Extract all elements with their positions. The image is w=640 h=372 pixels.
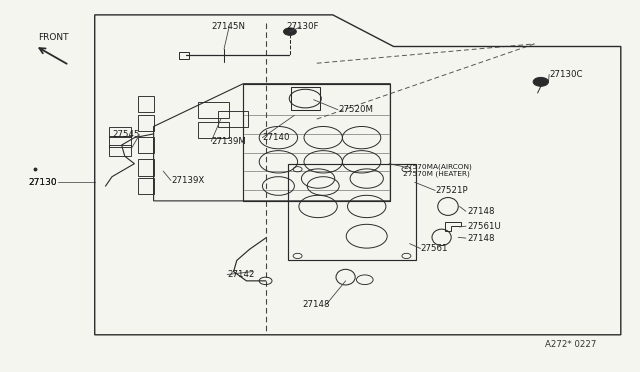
Text: FRONT: FRONT bbox=[38, 33, 69, 42]
Circle shape bbox=[284, 28, 296, 35]
Text: 27521P: 27521P bbox=[435, 186, 468, 195]
Text: 27148: 27148 bbox=[303, 300, 330, 309]
Text: 27148: 27148 bbox=[467, 234, 495, 243]
Text: 27148: 27148 bbox=[467, 207, 495, 216]
Text: 27561: 27561 bbox=[420, 244, 448, 253]
Text: 27520M: 27520M bbox=[338, 105, 373, 114]
Text: 27130: 27130 bbox=[29, 178, 58, 187]
Text: 27139M: 27139M bbox=[211, 137, 246, 146]
Text: 27130F: 27130F bbox=[287, 22, 319, 31]
Text: 27130C: 27130C bbox=[549, 70, 582, 79]
Text: 27142: 27142 bbox=[227, 270, 255, 279]
Text: 27570MA(AIRCON): 27570MA(AIRCON) bbox=[403, 163, 472, 170]
Text: A272* 0227: A272* 0227 bbox=[545, 340, 596, 349]
Text: 27139X: 27139X bbox=[171, 176, 204, 185]
Text: 27570M (HEATER): 27570M (HEATER) bbox=[403, 170, 470, 177]
Text: 27145N: 27145N bbox=[211, 22, 245, 31]
Text: 27130: 27130 bbox=[29, 178, 58, 187]
Text: 27561U: 27561U bbox=[467, 222, 501, 231]
Circle shape bbox=[533, 77, 548, 86]
Text: 27140: 27140 bbox=[262, 133, 290, 142]
Text: 27545: 27545 bbox=[112, 130, 140, 139]
